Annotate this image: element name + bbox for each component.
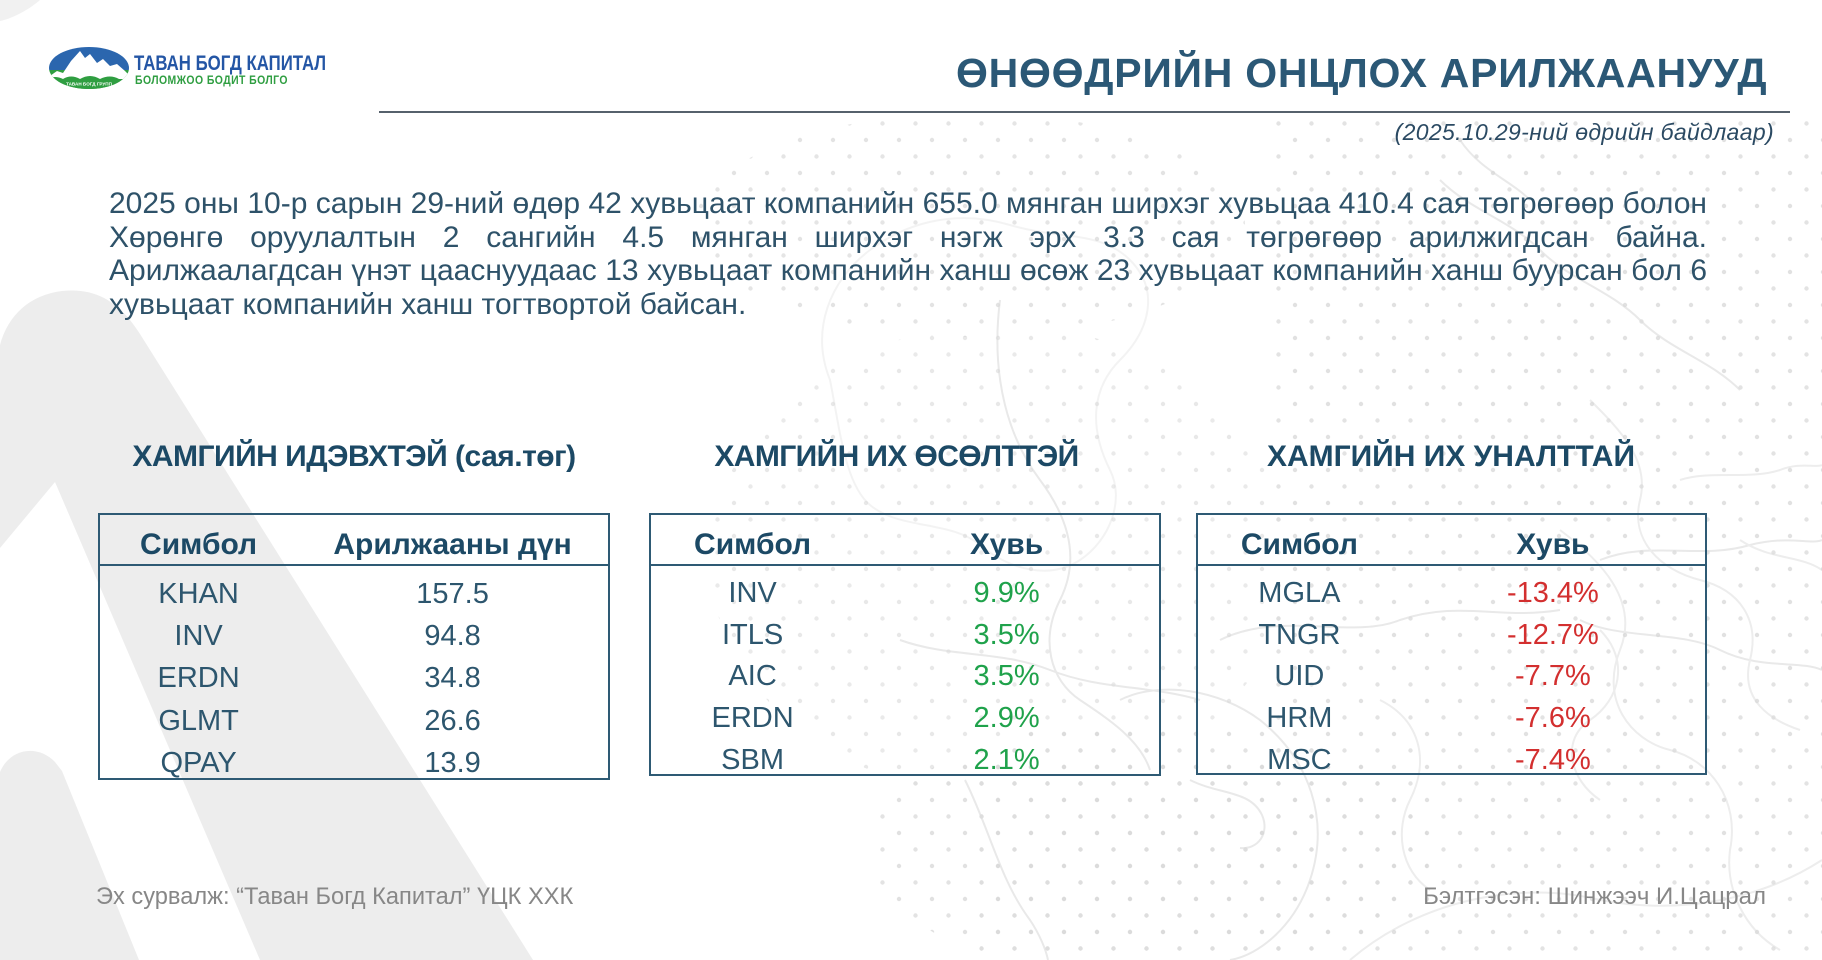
svg-text:ТАВАН БОГД ГРУПП: ТАВАН БОГД ГРУПП: [66, 82, 112, 87]
